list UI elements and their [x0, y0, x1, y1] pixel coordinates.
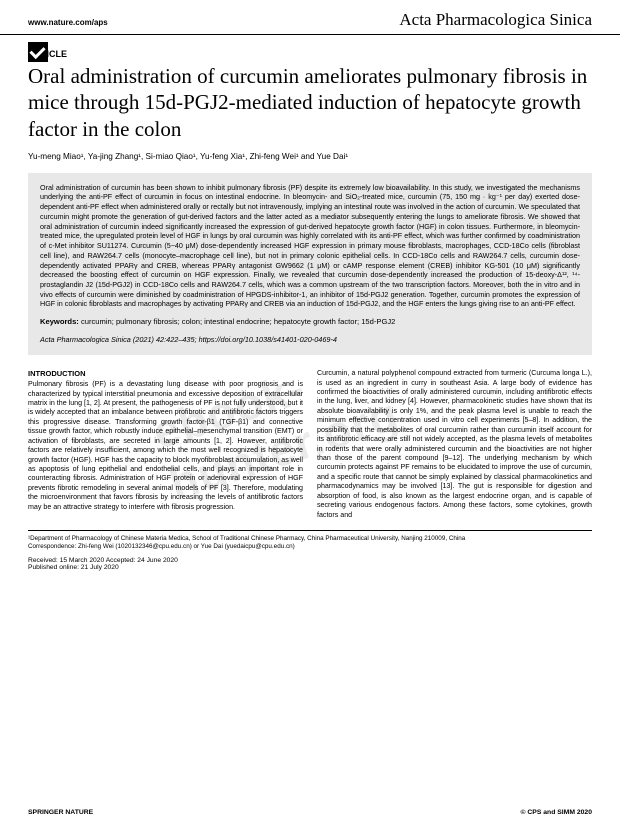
keywords-label: Keywords:	[40, 317, 79, 326]
received-date: Received: 15 March 2020 Accepted: 24 Jun…	[28, 557, 592, 564]
affiliation-text: ¹Department of Pharmacology of Chinese M…	[28, 535, 592, 543]
copyright: © CPS and SIMM 2020	[521, 809, 593, 816]
site-url: www.nature.com/aps	[28, 18, 108, 27]
intro-paragraph-1: Pulmonary fibrosis (PF) is a devastating…	[28, 380, 303, 512]
page-footer: SPRINGER NATURE © CPS and SIMM 2020	[28, 809, 592, 816]
article-title: Oral administration of curcumin ameliora…	[28, 63, 592, 142]
body-columns: INTRODUCTION Pulmonary fibrosis (PF) is …	[28, 369, 592, 520]
correspondence-text: Correspondence: Zhi-feng Wei (1020132346…	[28, 543, 592, 551]
page-header: www.nature.com/aps Acta Pharmacologica S…	[0, 0, 620, 35]
published-date: Published online: 21 July 2020	[28, 564, 592, 571]
column-left: INTRODUCTION Pulmonary fibrosis (PF) is …	[28, 369, 303, 520]
keywords-list: curcumin; pulmonary fibrosis; colon; int…	[79, 317, 396, 326]
abstract-box: Oral administration of curcumin has been…	[28, 173, 592, 355]
publisher: SPRINGER NATURE	[28, 809, 93, 816]
article-type: ARTICLE	[28, 49, 592, 59]
citation: Acta Pharmacologica Sinica (2021) 42:422…	[40, 335, 580, 345]
column-right: Curcumin, a natural polyphenol compound …	[317, 369, 592, 520]
checkmark-icon	[28, 42, 48, 62]
intro-heading: INTRODUCTION	[28, 369, 303, 379]
dates-block: Received: 15 March 2020 Accepted: 24 Jun…	[28, 557, 592, 571]
intro-paragraph-2: Curcumin, a natural polyphenol compound …	[317, 369, 592, 520]
authors: Yu-meng Miao¹, Ya-jing Zhang¹, Si-miao Q…	[28, 152, 592, 161]
article-content: ARTICLE Oral administration of curcumin …	[0, 49, 620, 571]
abstract-text: Oral administration of curcumin has been…	[40, 183, 580, 309]
keywords: Keywords: curcumin; pulmonary fibrosis; …	[40, 317, 580, 327]
journal-name: Acta Pharmacologica Sinica	[399, 10, 592, 30]
affiliation-block: ¹Department of Pharmacology of Chinese M…	[28, 530, 592, 551]
